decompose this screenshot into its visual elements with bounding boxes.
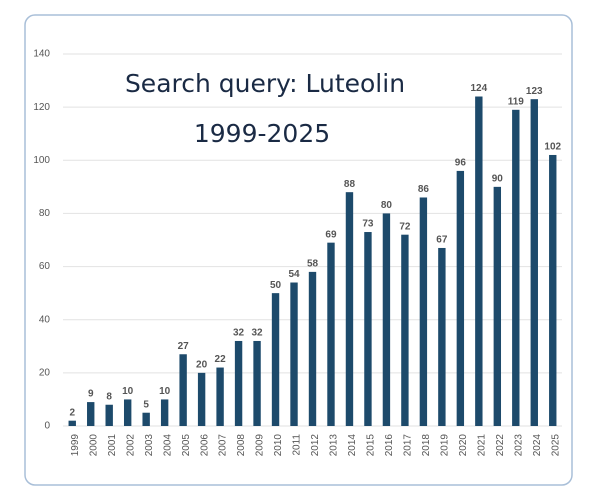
x-tick-label: 2003: [144, 434, 155, 457]
value-label: 32: [233, 328, 245, 339]
plot: 0204060801001201401999220009200182002102…: [33, 49, 562, 457]
x-tick-label: 2013: [329, 434, 340, 457]
chart-subtitle: 1999-2025: [194, 119, 330, 148]
x-tick-label: 2024: [532, 434, 543, 457]
value-label: 10: [122, 386, 134, 397]
value-label: 86: [418, 184, 430, 195]
bar: [123, 399, 132, 426]
x-tick-label: 2011: [292, 434, 303, 456]
x-tick-label: 2016: [384, 434, 395, 457]
bar: [364, 232, 372, 426]
bar: [419, 197, 428, 426]
value-label: 69: [325, 229, 337, 240]
bar: [87, 402, 95, 426]
bar: [549, 154, 557, 426]
bar: [271, 293, 280, 426]
bar: [382, 213, 391, 426]
y-tick-label: 40: [39, 314, 51, 325]
value-label: 124: [470, 83, 487, 94]
bar: [68, 420, 76, 426]
value-label: 72: [399, 221, 411, 232]
bar: [345, 192, 354, 426]
value-label: 2: [69, 407, 75, 418]
bar: [493, 186, 502, 426]
x-tick-label: 2005: [181, 434, 192, 457]
value-label: 27: [178, 341, 190, 352]
bar: [438, 247, 446, 426]
bar: [456, 170, 465, 426]
bar: [475, 96, 483, 426]
value-label: 90: [492, 173, 504, 184]
x-tick-label: 2017: [403, 434, 414, 457]
bar: [105, 404, 113, 426]
bar: [308, 271, 317, 426]
value-label: 80: [381, 200, 393, 211]
value-label: 123: [526, 86, 543, 97]
x-tick-label: 1999: [70, 434, 81, 457]
value-label: 54: [288, 269, 300, 280]
bar: [234, 340, 243, 426]
x-tick-label: 2002: [125, 434, 136, 457]
x-tick-label: 2012: [310, 434, 321, 457]
bar: [179, 354, 187, 426]
bar: [530, 99, 538, 427]
x-tick-label: 2018: [421, 434, 432, 457]
x-tick-label: 2022: [495, 434, 506, 457]
bar: [160, 399, 169, 426]
x-tick-label: 2009: [255, 434, 266, 457]
value-label: 10: [159, 386, 171, 397]
value-label: 73: [362, 219, 374, 230]
y-tick-label: 20: [39, 367, 51, 378]
x-tick-label: 2006: [199, 434, 210, 457]
bar: [142, 412, 150, 426]
value-label: 67: [436, 235, 448, 246]
bar: [197, 372, 206, 426]
y-tick-label: 140: [33, 49, 50, 60]
x-tick-label: 2020: [458, 434, 469, 457]
value-label: 88: [344, 179, 356, 190]
x-tick-label: 2025: [550, 434, 561, 457]
chart-title: Search query: Luteolin: [125, 69, 405, 98]
frame: [24, 14, 573, 486]
value-label: 20: [196, 359, 208, 370]
x-tick-label: 2010: [273, 434, 284, 457]
bar: [401, 234, 409, 426]
y-tick-label: 60: [39, 261, 51, 272]
bar: [327, 242, 335, 426]
y-tick-label: 100: [33, 155, 50, 166]
x-tick-label: 2000: [88, 434, 99, 457]
value-label: 102: [544, 142, 561, 153]
bar: [290, 282, 298, 426]
x-tick-label: 2023: [513, 434, 524, 457]
value-label: 58: [307, 259, 319, 270]
value-label: 50: [270, 280, 282, 291]
value-label: 5: [143, 399, 149, 410]
bar: [253, 340, 261, 426]
x-tick-label: 2001: [107, 434, 118, 457]
value-label: 22: [215, 354, 227, 365]
x-tick-label: 2019: [440, 434, 451, 457]
x-tick-label: 2004: [162, 434, 173, 457]
value-label: 9: [88, 389, 94, 400]
y-tick-label: 120: [33, 102, 50, 113]
y-tick-label: 0: [44, 421, 50, 432]
x-tick-label: 2008: [236, 434, 247, 457]
x-tick-label: 2015: [366, 434, 377, 457]
x-tick-label: 2021: [476, 434, 487, 457]
bar: [512, 109, 520, 427]
bar: [216, 367, 224, 426]
value-label: 32: [251, 328, 263, 339]
value-label: 119: [508, 96, 525, 107]
x-tick-label: 2014: [347, 434, 358, 457]
value-label: 8: [106, 391, 112, 402]
value-label: 96: [455, 158, 467, 169]
y-tick-label: 80: [39, 208, 51, 219]
x-tick-label: 2007: [218, 434, 229, 457]
